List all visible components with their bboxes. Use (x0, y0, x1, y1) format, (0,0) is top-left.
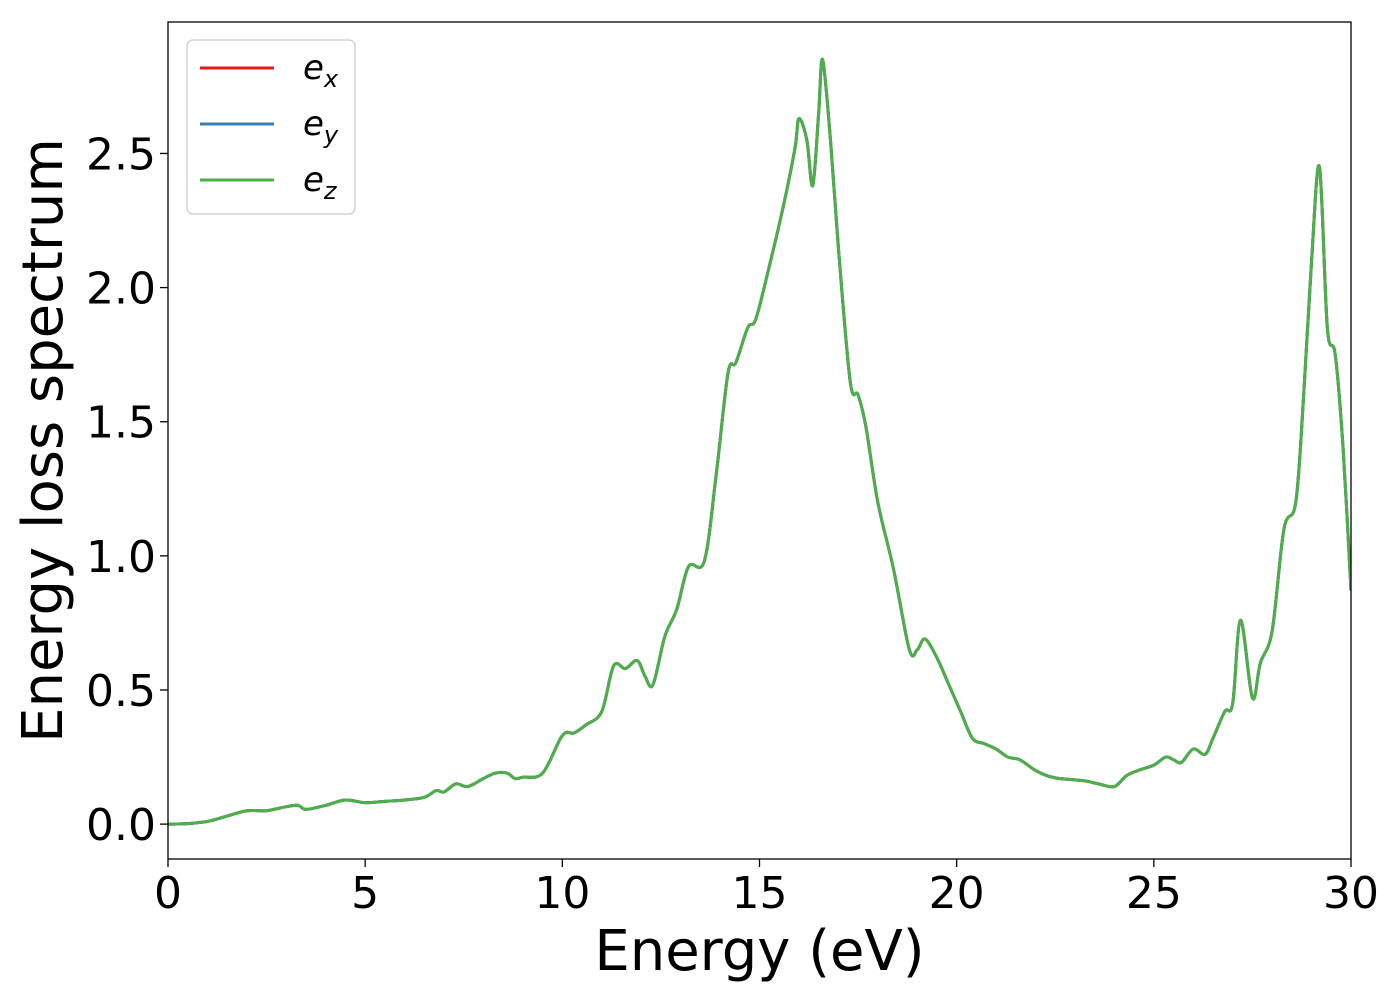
series-group (168, 58, 1351, 826)
x-axis: 0 5 10 15 20 25 30 (154, 859, 1379, 919)
series-line-e-z (168, 58, 1351, 826)
legend-box (186, 39, 356, 215)
y-tick-label: 1.5 (86, 398, 156, 449)
x-tick-label: 10 (534, 868, 590, 919)
legend-label: ex (303, 48, 339, 93)
x-tick-label: 15 (732, 868, 788, 919)
y-tick-label: 1.0 (86, 532, 156, 583)
x-tick-label: 20 (929, 868, 985, 919)
x-tick-label: 30 (1323, 868, 1379, 919)
legend: ex ey ez (186, 39, 356, 215)
y-axis-label: Energy loss spectrum (11, 138, 76, 743)
y-axis: 0.0 0.5 1.0 1.5 2.0 2.5 (86, 129, 168, 851)
x-tick-label: 25 (1126, 868, 1182, 919)
x-axis-label: Energy (eV) (594, 919, 924, 984)
x-tick-label: 0 (154, 868, 182, 919)
y-tick-label: 0.5 (86, 666, 156, 717)
legend-label: ez (303, 160, 338, 205)
y-tick-label: 2.0 (86, 264, 156, 315)
x-tick-label: 5 (351, 868, 379, 919)
y-tick-label: 2.5 (86, 129, 156, 180)
y-tick-label: 0.0 (86, 800, 156, 851)
legend-label: ey (303, 104, 339, 149)
